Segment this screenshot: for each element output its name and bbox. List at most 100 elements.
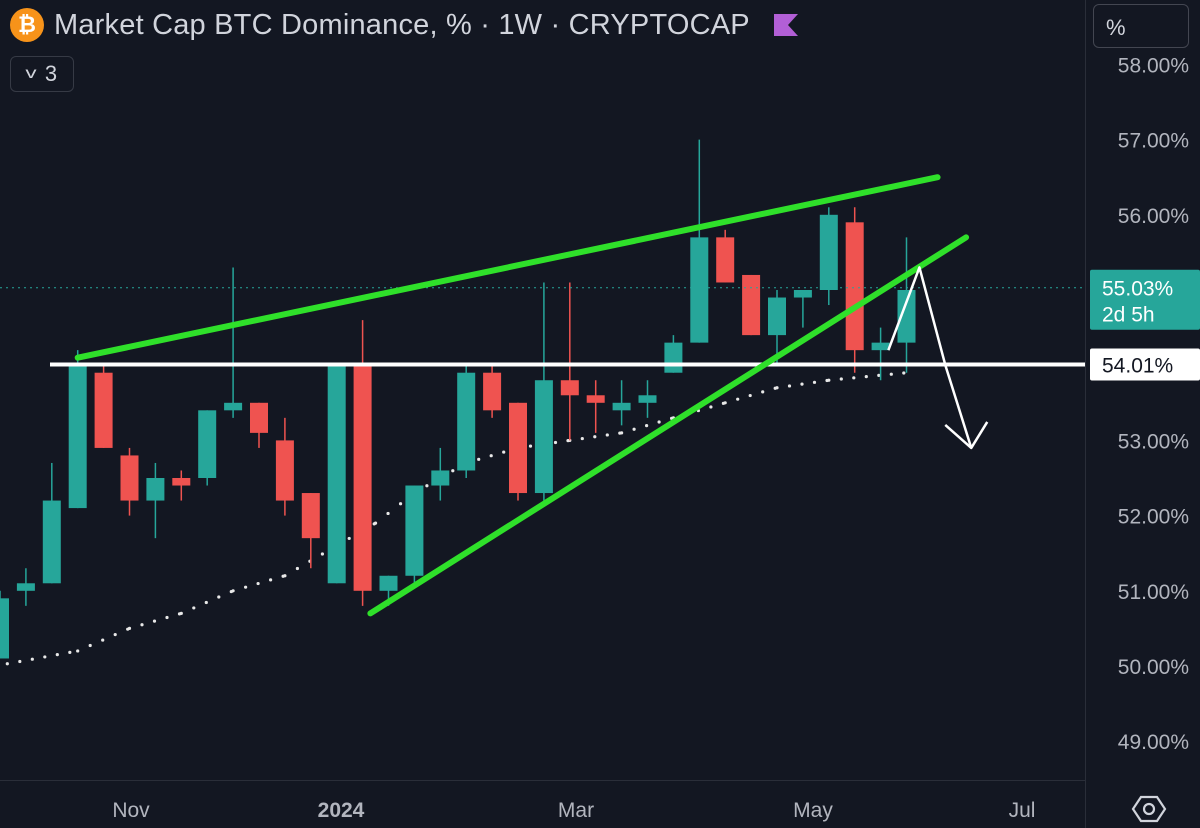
candles: [0, 139, 916, 659]
dotted-line-point: [451, 469, 455, 473]
dotted-line-point: [775, 386, 779, 390]
dotted-line-point: [593, 435, 597, 439]
price-tick-label: 56.00%: [1118, 205, 1189, 228]
candle-body[interactable]: [845, 222, 864, 351]
trend-line-upper[interactable]: [74, 174, 941, 361]
candle-body[interactable]: [612, 402, 631, 411]
dotted-line-point: [320, 552, 324, 556]
price-tick-label: 51.00%: [1118, 581, 1189, 604]
dotted-line-point: [386, 511, 390, 516]
dotted-line-point: [140, 623, 144, 627]
indicators-collapse-button[interactable]: v 3: [10, 56, 74, 92]
dotted-line-point: [812, 380, 817, 384]
candle-body[interactable]: [871, 342, 890, 351]
time-tick-label: 2024: [318, 799, 365, 822]
candle-body[interactable]: [638, 395, 657, 403]
level-value: 54.01%: [1102, 354, 1173, 377]
flag-icon[interactable]: [773, 14, 798, 36]
dotted-line-point: [839, 377, 843, 381]
candle-body[interactable]: [793, 290, 812, 298]
candle-body[interactable]: [275, 440, 294, 501]
dotted-line-point: [605, 433, 609, 437]
dotted-line-point: [553, 440, 558, 445]
candle-body[interactable]: [172, 478, 191, 486]
candle-body[interactable]: [250, 402, 268, 433]
candle-body[interactable]: [68, 365, 87, 509]
candle-body[interactable]: [16, 583, 35, 591]
price-tick-label: 57.00%: [1118, 130, 1189, 153]
dotted-line-point: [76, 649, 80, 653]
candle-body[interactable]: [457, 372, 476, 471]
price-tick-label: 58.00%: [1118, 54, 1189, 77]
candle-body[interactable]: [353, 365, 372, 591]
candle-body[interactable]: [897, 290, 916, 343]
percent-scale-button[interactable]: %: [1093, 4, 1189, 48]
dotted-line-point: [152, 619, 157, 623]
dotted-line-point: [827, 378, 831, 382]
dotted-line-point: [204, 600, 208, 605]
dotted-line-point: [283, 574, 287, 578]
dotted-line-point: [425, 484, 429, 488]
dotted-line-point: [179, 611, 183, 615]
level-badge: [1090, 348, 1200, 381]
candle-body[interactable]: [509, 402, 527, 494]
candle-body[interactable]: [534, 380, 553, 494]
candle-body[interactable]: [301, 493, 320, 539]
indicator-count: 3: [44, 61, 58, 86]
candle-body[interactable]: [716, 237, 735, 283]
dotted-line-point: [580, 436, 584, 441]
last-price-badge: [1090, 269, 1200, 330]
candle-body[interactable]: [327, 365, 346, 584]
dotted-line: [5, 371, 906, 666]
candle-body[interactable]: [0, 598, 9, 659]
candle-body[interactable]: [405, 485, 424, 576]
last-price-value: 55.03%: [1102, 278, 1173, 301]
dotted-line-point: [55, 653, 59, 657]
dotted-line-point: [852, 376, 856, 380]
bar-countdown: 2d 5h: [1102, 304, 1155, 327]
dotted-line-point: [295, 566, 299, 571]
price-tick-label: 49.00%: [1118, 731, 1189, 754]
dotted-line-point: [723, 401, 727, 405]
candle-body[interactable]: [742, 274, 761, 336]
dotted-line-point: [620, 431, 624, 435]
settings-icon[interactable]: [1131, 793, 1167, 825]
dotted-line-point: [889, 372, 893, 376]
dotted-line-point: [113, 633, 117, 637]
dotted-line-point: [165, 615, 169, 620]
dotted-line-point: [398, 502, 403, 506]
candle-body[interactable]: [198, 410, 217, 478]
candle-body[interactable]: [224, 402, 243, 411]
candle-body[interactable]: [146, 478, 165, 501]
candle-body[interactable]: [664, 342, 683, 373]
dotted-line-point: [347, 536, 351, 541]
dotted-line-point: [528, 444, 533, 448]
dotted-line-point: [787, 384, 792, 388]
candle-body[interactable]: [483, 372, 502, 411]
candle-body[interactable]: [819, 214, 838, 290]
dotted-line-point: [217, 595, 221, 599]
candle-body[interactable]: [560, 380, 579, 396]
dotted-line-point: [101, 638, 105, 642]
candle-body[interactable]: [586, 395, 605, 403]
dotted-line-point: [864, 375, 868, 379]
time-axis: Nov 2024 Mar May Jul: [112, 799, 1035, 822]
candle-body[interactable]: [768, 297, 786, 336]
dotted-line-point: [645, 424, 649, 428]
candle-body[interactable]: [94, 372, 113, 448]
candle-body[interactable]: [431, 470, 450, 486]
dotted-line-point: [127, 626, 132, 631]
dotted-line-point: [30, 657, 34, 661]
candle-body[interactable]: [379, 575, 398, 591]
time-tick-label: Mar: [558, 799, 594, 822]
candle-body[interactable]: [42, 500, 61, 584]
dotted-line-point: [192, 606, 196, 610]
trend-line-lower[interactable]: [367, 234, 970, 617]
dotted-line-point: [502, 450, 506, 454]
dotted-line-point: [761, 390, 765, 394]
candle-body[interactable]: [690, 237, 709, 343]
projection-arrow[interactable]: [887, 266, 973, 449]
dotted-line-point: [256, 581, 260, 586]
candle-body[interactable]: [120, 455, 139, 501]
